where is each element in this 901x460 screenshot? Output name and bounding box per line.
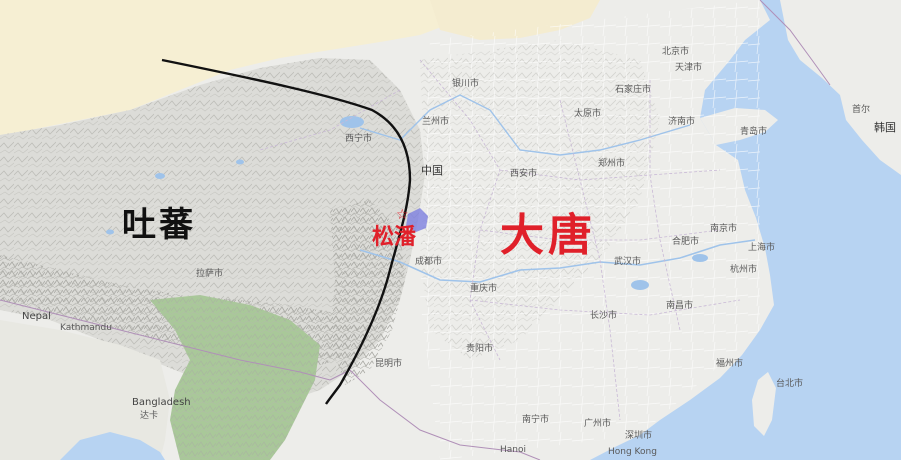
label-guangzhou: 广州市	[584, 419, 612, 429]
yellow-river	[359, 94, 691, 156]
province-boundaries	[259, 59, 741, 421]
label-nanning: 南宁市	[522, 415, 550, 425]
label-shenzhen: 深圳市	[625, 431, 653, 441]
label-lanzhou: 兰州市	[422, 117, 450, 127]
label-qingdao: 青岛市	[740, 127, 768, 137]
songpan-highlight	[406, 208, 428, 232]
label-wuhan: 武汉市	[614, 257, 642, 267]
label-nepal: Nepal	[22, 311, 51, 322]
label-guiyang: 贵阳市	[466, 344, 494, 354]
boundary-line	[161, 58, 412, 405]
label-hanoi: Hanoi	[500, 445, 526, 455]
label-chongqing: 重庆市	[470, 284, 498, 294]
yangtze-river	[359, 239, 756, 283]
label-chengdu: 成都市	[415, 257, 443, 267]
lake-small-1	[155, 173, 165, 179]
region-label-datang: 大唐	[500, 210, 596, 261]
lowland-south-asia	[0, 320, 170, 460]
desert-area	[0, 0, 470, 135]
label-beijing: 北京市	[662, 47, 690, 57]
label-xining: 西宁市	[345, 134, 373, 144]
forest-texture	[150, 295, 320, 460]
label-xian: 西安市	[510, 169, 538, 179]
region-label-tubo: 吐蕃	[122, 205, 196, 245]
label-hong-kong: Hong Kong	[608, 447, 657, 457]
city-label-songpan: 松潘	[372, 224, 417, 250]
label-zhengzhou: 郑州市	[598, 159, 626, 169]
label-jinan: 济南市	[668, 117, 696, 127]
label-china: 中国	[421, 164, 443, 177]
land-korea	[780, 0, 901, 175]
label-seoul: 首尔	[852, 105, 871, 115]
bay-of-bengal	[60, 432, 165, 460]
label-shanghai: 上海市	[748, 243, 776, 253]
lake-small-2	[236, 159, 244, 165]
label-kathmandu: Kathmandu	[60, 323, 112, 333]
label-bangladesh: Bangladesh	[132, 397, 191, 408]
label-korea: 韩国	[874, 121, 896, 134]
label-taiyuan: 太原市	[574, 109, 602, 119]
label-lhasa: 拉萨市	[196, 269, 224, 279]
label-changsha: 长沙市	[590, 311, 618, 321]
qinghai-lake	[340, 116, 364, 128]
label-tianjin: 天津市	[675, 63, 703, 73]
label-hangzhou: 杭州市	[730, 265, 758, 275]
label-nanjing: 南京市	[710, 224, 738, 234]
label-dhaka: 达卡	[140, 411, 159, 421]
label-hefei: 合肥市	[672, 237, 700, 247]
label-kunming: 昆明市	[375, 359, 403, 369]
lake-small-4	[631, 280, 649, 290]
lake-small-3	[106, 229, 114, 235]
land-taiwan	[752, 372, 776, 436]
label-nanchang: 南昌市	[666, 301, 694, 311]
label-taibei: 台北市	[776, 379, 804, 389]
hengduan-ridge	[330, 200, 405, 385]
national-boundaries	[0, 0, 831, 460]
lake-small-5	[692, 254, 708, 262]
star-icon[interactable]: ☆	[396, 207, 409, 223]
label-yinchuan: 银川市	[452, 79, 480, 89]
label-fuzhou: 福州市	[716, 359, 744, 369]
east-roads	[420, 0, 760, 460]
land-hainan	[538, 446, 578, 460]
label-shijiazhuang: 石家庄市	[615, 85, 652, 95]
